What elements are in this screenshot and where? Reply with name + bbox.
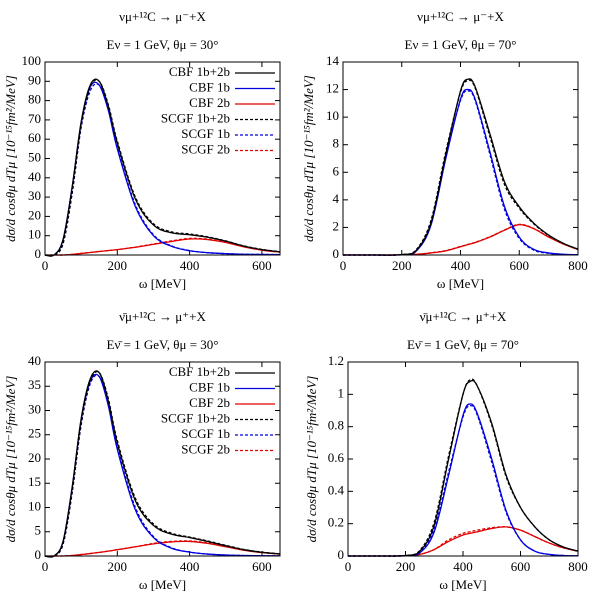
y-tick-label: 10: [28, 498, 41, 513]
y-tick-label: 0.4: [328, 482, 345, 497]
y-tick-label: 2: [333, 218, 340, 233]
y-tick-label: 30: [28, 188, 41, 203]
chart-title: ν̄μ+¹²C → μ⁺+X: [420, 309, 507, 324]
x-tick-label: 600: [252, 258, 272, 273]
chart-title: νμ+¹²C → μ⁻+X: [417, 9, 504, 24]
chart-subtitle: Eν = 1 GeV, θμ = 70°: [405, 37, 517, 52]
legend-label: SCGF 2b: [181, 141, 230, 156]
series-line: [45, 237, 281, 256]
x-tick-label: 0: [340, 258, 347, 273]
x-tick-label: 200: [396, 559, 416, 574]
y-tick-label: 8: [333, 136, 340, 151]
y-tick-label: 0: [35, 246, 42, 261]
y-tick-label: 1: [338, 385, 345, 400]
chart-subtitle: Eν̄ = 1 GeV, θμ = 30°: [107, 337, 219, 352]
x-tick-label: 0: [345, 559, 352, 574]
y-tick-label: 0.2: [328, 515, 344, 530]
y-axis-label: dσ/d cosθμ dTμ [10⁻¹⁵fm²/MeV]: [304, 376, 319, 543]
y-tick-label: 0: [35, 547, 42, 562]
y-tick-label: 25: [28, 426, 41, 441]
x-tick-label: 200: [392, 258, 412, 273]
legend-label: CBF 2b: [189, 95, 230, 110]
series-line: [342, 79, 579, 256]
y-tick-label: 0: [338, 547, 345, 562]
x-tick-label: 600: [511, 559, 531, 574]
legend-label: CBF 1b: [189, 379, 230, 394]
plot-frame: [44, 61, 281, 256]
plot-frame: [342, 61, 579, 256]
series-line: [342, 78, 579, 256]
chart-title: νμ+¹²C → μ⁻+X: [119, 9, 206, 24]
y-tick-label: 0.6: [328, 450, 345, 465]
plot-frame: [44, 361, 281, 557]
legend-label: CBF 1b+2b: [169, 364, 230, 379]
legend-label: SCGF 1b+2b: [161, 110, 230, 125]
y-tick-label: 1.2: [328, 353, 344, 368]
y-tick-label: 20: [28, 450, 41, 465]
series-line: [347, 378, 579, 557]
series-line: [347, 379, 579, 557]
legend-label: CBF 2b: [189, 395, 230, 410]
x-tick-label: 800: [568, 559, 588, 574]
series-line: [44, 373, 281, 558]
x-axis-label: ω [MeV]: [139, 577, 186, 592]
chart-subtitle: Eν̄ = 1 GeV, θμ = 70°: [407, 337, 519, 352]
x-tick-label: 800: [568, 258, 588, 273]
y-tick-label: 5: [35, 523, 42, 538]
y-axis-label: dσ/d cosθμ dTμ [10⁻¹⁵fm²/MeV]: [301, 75, 316, 242]
x-tick-label: 200: [108, 559, 128, 574]
y-tick-label: 80: [28, 92, 41, 107]
y-tick-label: 70: [28, 111, 41, 126]
y-tick-label: 15: [28, 474, 41, 489]
x-tick-label: 200: [108, 258, 128, 273]
x-tick-label: 400: [180, 258, 200, 273]
y-tick-label: 30: [28, 401, 41, 416]
series-line: [44, 370, 281, 558]
x-axis-label: ω [MeV]: [139, 276, 186, 291]
x-tick-label: 400: [453, 559, 473, 574]
y-tick-label: 6: [333, 163, 340, 178]
plot-frame: [347, 361, 579, 557]
x-tick-label: 600: [252, 559, 272, 574]
x-axis-label: ω [MeV]: [437, 276, 484, 291]
legend-label: SCGF 1b+2b: [161, 410, 230, 425]
legend-label: SCGF 2b: [181, 441, 230, 456]
x-tick-label: 400: [180, 559, 200, 574]
y-tick-label: 10: [28, 227, 41, 242]
y-tick-label: 0.8: [328, 418, 344, 433]
y-tick-label: 4: [333, 191, 340, 206]
chart-title: ν̄μ+¹²C → μ⁺+X: [119, 309, 206, 324]
legend-label: SCGF 1b: [181, 126, 230, 141]
y-tick-label: 14: [326, 53, 340, 68]
series-line: [44, 79, 281, 257]
x-tick-label: 600: [510, 258, 530, 273]
y-tick-label: 60: [28, 130, 41, 145]
x-tick-label: 0: [42, 559, 49, 574]
y-tick-label: 20: [28, 207, 41, 222]
y-tick-label: 35: [28, 377, 41, 392]
chart-subtitle: Eν = 1 GeV, θμ = 30°: [107, 37, 219, 52]
y-tick-label: 90: [28, 72, 41, 87]
y-tick-label: 10: [326, 108, 339, 123]
legend-label: CBF 1b+2b: [169, 64, 230, 79]
y-tick-label: 100: [22, 53, 42, 68]
series-line: [44, 371, 281, 558]
legend-label: SCGF 1b: [181, 426, 230, 441]
legend-label: CBF 1b: [189, 79, 230, 94]
x-axis-label: ω [MeV]: [439, 577, 486, 592]
y-tick-label: 0: [333, 246, 340, 261]
y-tick-label: 50: [28, 149, 41, 164]
y-axis-label: dσ/d cosθμ dTμ [10⁻¹⁵fm²/MeV]: [3, 376, 18, 543]
x-tick-label: 400: [451, 258, 471, 273]
series-line: [44, 374, 281, 558]
y-tick-label: 40: [28, 169, 41, 184]
y-tick-label: 40: [28, 353, 41, 368]
y-tick-label: 12: [326, 81, 339, 96]
y-axis-label: dσ/d cosθμ dTμ [10⁻¹⁵fm²/MeV]: [3, 75, 18, 242]
x-tick-label: 0: [42, 258, 49, 273]
